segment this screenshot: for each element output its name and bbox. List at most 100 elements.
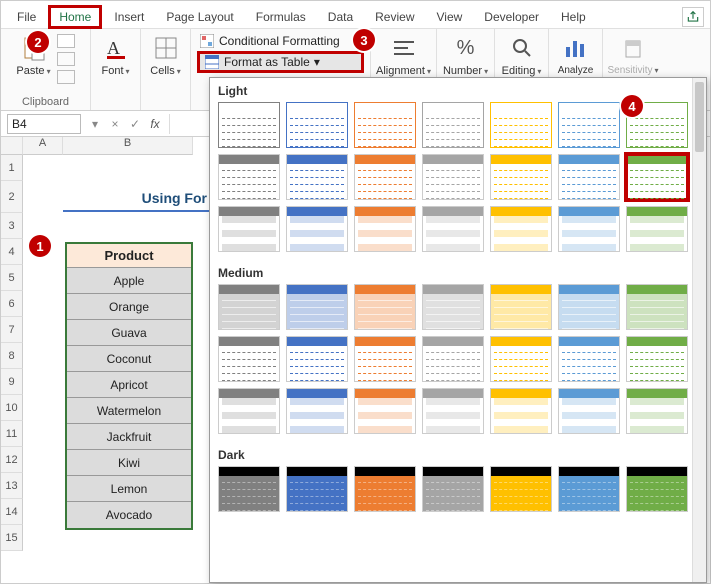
table-style-swatch[interactable] [218,466,280,512]
table-style-swatch[interactable] [626,388,688,434]
row-header-15[interactable]: 15 [1,525,23,551]
table-style-swatch[interactable] [490,336,552,382]
col-header-B[interactable]: B [63,137,193,155]
table-style-swatch[interactable] [218,336,280,382]
table-style-swatch[interactable] [354,466,416,512]
table-row[interactable]: Apple [67,268,191,294]
table-style-swatch[interactable] [558,466,620,512]
table-row[interactable]: Avocado [67,502,191,528]
table-style-swatch[interactable] [286,102,348,148]
row-header-10[interactable]: 10 [1,395,23,421]
table-style-swatch[interactable] [490,284,552,330]
conditional-formatting-button[interactable]: Conditional Formatting [197,33,364,49]
sensitivity-button[interactable]: Sensitivity [607,33,658,76]
tab-insert[interactable]: Insert [104,6,154,28]
table-style-swatch[interactable] [354,336,416,382]
table-style-swatch[interactable] [354,206,416,252]
table-row[interactable]: Coconut [67,346,191,372]
table-style-swatch[interactable] [286,466,348,512]
table-style-swatch[interactable] [558,336,620,382]
fx-icon[interactable]: fx [145,117,165,131]
row-header-5[interactable]: 5 [1,265,23,291]
row-header-8[interactable]: 8 [1,343,23,369]
table-row[interactable]: Lemon [67,476,191,502]
number-button[interactable]: % Number [443,33,488,77]
table-style-swatch[interactable] [422,284,484,330]
table-style-swatch[interactable] [218,388,280,434]
table-row[interactable]: Watermelon [67,398,191,424]
namebox-dropdown-icon[interactable]: ▾ [85,117,105,131]
table-style-swatch[interactable] [490,154,552,200]
row-header-6[interactable]: 6 [1,291,23,317]
table-style-swatch[interactable] [422,388,484,434]
table-style-swatch[interactable] [626,206,688,252]
tab-help[interactable]: Help [551,6,596,28]
table-style-swatch[interactable] [626,466,688,512]
table-style-swatch[interactable] [354,388,416,434]
row-header-14[interactable]: 14 [1,499,23,525]
table-row[interactable]: Apricot [67,372,191,398]
scrollbar-thumb[interactable] [695,82,704,152]
table-style-swatch[interactable] [286,206,348,252]
table-style-swatch[interactable] [490,102,552,148]
table-style-swatch[interactable] [286,154,348,200]
row-header-12[interactable]: 12 [1,447,23,473]
cancel-icon[interactable]: × [105,117,125,131]
cut-icon[interactable] [57,34,75,48]
cells-button[interactable]: Cells [150,33,180,77]
editing-button[interactable]: Editing [502,33,542,77]
tab-file[interactable]: File [7,6,46,28]
table-row[interactable]: Jackfruit [67,424,191,450]
table-row[interactable]: Orange [67,294,191,320]
table-style-swatch[interactable] [490,206,552,252]
table-style-swatch[interactable] [354,284,416,330]
row-header-13[interactable]: 13 [1,473,23,499]
table-style-swatch[interactable] [626,284,688,330]
row-header-3[interactable]: 3 [1,213,23,239]
table-style-swatch[interactable] [422,336,484,382]
table-style-swatch[interactable] [558,102,620,148]
tab-review[interactable]: Review [365,6,424,28]
table-style-swatch[interactable] [490,466,552,512]
table-style-swatch[interactable] [626,154,688,200]
table-style-swatch[interactable] [286,284,348,330]
row-header-4[interactable]: 4 [1,239,23,265]
table-style-swatch[interactable] [218,102,280,148]
name-box[interactable]: B4 [7,114,81,134]
tab-formulas[interactable]: Formulas [246,6,316,28]
format-as-table-button[interactable]: Format as Table ▾ [197,51,364,73]
table-row[interactable]: Guava [67,320,191,346]
table-style-swatch[interactable] [286,388,348,434]
table-style-swatch[interactable] [558,284,620,330]
table-style-swatch[interactable] [218,154,280,200]
copy-icon[interactable] [57,52,75,66]
select-all-corner[interactable] [1,137,23,155]
row-header-11[interactable]: 11 [1,421,23,447]
row-header-7[interactable]: 7 [1,317,23,343]
alignment-button[interactable]: Alignment [376,33,431,77]
table-style-swatch[interactable] [286,336,348,382]
table-style-swatch[interactable] [558,154,620,200]
col-header-A[interactable]: A [23,137,63,155]
share-icon[interactable] [682,7,704,27]
row-header-2[interactable]: 2 [1,181,23,213]
table-style-swatch[interactable] [354,102,416,148]
table-style-swatch[interactable] [422,206,484,252]
table-style-swatch[interactable] [354,154,416,200]
table-row[interactable]: Kiwi [67,450,191,476]
row-header-1[interactable]: 1 [1,155,23,181]
table-style-swatch[interactable] [490,388,552,434]
table-style-swatch[interactable] [422,102,484,148]
analyze-button[interactable]: Analyze [558,33,594,76]
tab-page-layout[interactable]: Page Layout [156,6,243,28]
gallery-scrollbar[interactable] [692,78,706,582]
table-style-swatch[interactable] [422,154,484,200]
row-header-9[interactable]: 9 [1,369,23,395]
table-style-swatch[interactable] [558,206,620,252]
table-style-swatch[interactable] [626,336,688,382]
tab-home[interactable]: Home [48,5,102,29]
font-button[interactable]: A Font [101,33,129,77]
table-style-swatch[interactable] [218,284,280,330]
table-style-swatch[interactable] [422,466,484,512]
table-style-swatch[interactable] [558,388,620,434]
